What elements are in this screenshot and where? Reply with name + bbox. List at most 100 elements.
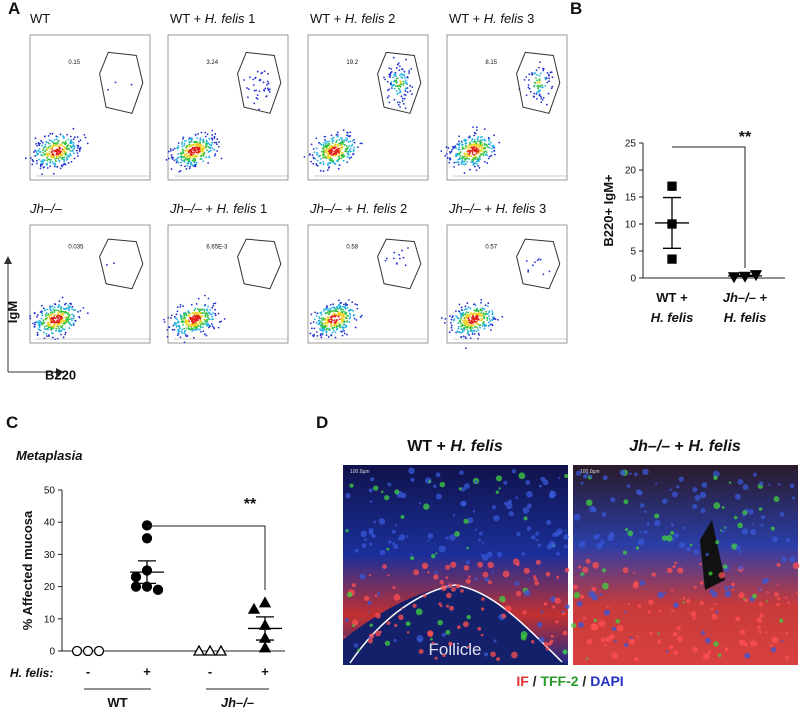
- cell-dot: [77, 140, 80, 143]
- cell: [592, 561, 600, 569]
- cell-dot: [195, 149, 198, 151]
- cell: [367, 638, 374, 644]
- cell-dot: [356, 303, 359, 306]
- cell-dot: [320, 313, 323, 316]
- cell: [523, 589, 531, 597]
- data-point: [93, 645, 105, 657]
- cell-dot: [72, 317, 75, 320]
- cell-dot: [478, 167, 481, 169]
- cell-dot: [178, 321, 180, 323]
- cell: [705, 552, 709, 557]
- cell-dot: [197, 308, 200, 311]
- cell-dot: [330, 137, 333, 140]
- cell-dot: [326, 163, 329, 165]
- cell-dot: [325, 156, 327, 159]
- cell-dot: [342, 328, 344, 331]
- cell-dot: [550, 71, 553, 74]
- cell-dot: [527, 86, 530, 89]
- cell-dot: [179, 303, 182, 306]
- cell-dot: [472, 164, 475, 167]
- cell-dot: [181, 160, 184, 162]
- cell-dot: [462, 314, 465, 317]
- group-label: Jh–/–: [221, 695, 254, 710]
- cell-dot: [448, 331, 451, 334]
- cell-dot: [84, 136, 87, 139]
- cell-dot: [203, 333, 206, 336]
- cell-dot: [474, 144, 476, 147]
- cell-dot: [186, 324, 189, 326]
- cell-dot: [205, 145, 208, 148]
- cell: [359, 573, 366, 580]
- cell-dot: [533, 95, 536, 98]
- cell-dot: [346, 303, 349, 306]
- cell-dot: [204, 313, 207, 316]
- cell-dot: [181, 137, 184, 140]
- cell-dot: [33, 323, 36, 326]
- cell-dot: [52, 172, 55, 175]
- cell: [449, 534, 456, 541]
- cell-dot: [470, 312, 473, 315]
- cell-dot: [458, 135, 461, 138]
- cell-dot: [539, 258, 542, 261]
- cell-dot: [42, 151, 45, 154]
- cell-dot: [473, 332, 476, 335]
- cell-dot: [474, 162, 477, 165]
- cell-dot: [176, 146, 179, 149]
- cell-dot: [35, 320, 38, 323]
- cell-dot: [59, 306, 62, 309]
- cell-dot: [527, 84, 530, 87]
- cell-dot: [180, 155, 183, 158]
- cell: [772, 536, 778, 542]
- cell-dot: [383, 76, 385, 79]
- cell-dot: [398, 253, 401, 256]
- cell-dot: [392, 84, 394, 87]
- cell-dot: [331, 158, 334, 160]
- cell-dot: [207, 305, 210, 308]
- cell: [785, 655, 790, 660]
- cell-dot: [40, 139, 42, 142]
- cell-dot: [488, 155, 491, 158]
- cell-dot: [330, 152, 333, 155]
- cell-dot: [168, 326, 171, 328]
- cell: [382, 564, 387, 569]
- cell-dot: [188, 154, 190, 157]
- cell-dot: [71, 308, 73, 310]
- cell-dot: [546, 81, 549, 84]
- cell: [607, 534, 614, 542]
- cell-dot: [464, 318, 467, 321]
- cell-dot: [189, 165, 192, 168]
- cell: [628, 638, 635, 645]
- cell: [580, 481, 584, 485]
- cell-dot: [327, 320, 330, 322]
- cell-dot: [463, 153, 465, 156]
- stain-item: TFF-2: [540, 673, 578, 689]
- cell-dot: [444, 154, 447, 157]
- cell-dot: [68, 155, 71, 158]
- cell-dot: [477, 152, 480, 155]
- cell: [735, 545, 741, 551]
- cell: [452, 513, 456, 517]
- cell-dot: [34, 137, 37, 140]
- cell-dot: [57, 140, 60, 142]
- cell-dot: [457, 163, 460, 166]
- cell-dot: [337, 304, 340, 307]
- cell-dot: [493, 149, 496, 152]
- cell-dot: [346, 161, 349, 164]
- cell-dot: [341, 137, 343, 140]
- cell: [488, 580, 492, 585]
- cell-dot: [58, 146, 61, 149]
- cell-dot: [187, 151, 190, 154]
- cell-dot: [324, 149, 327, 152]
- cell-dot: [411, 93, 413, 96]
- cell-dot: [206, 314, 209, 317]
- cell: [610, 497, 616, 503]
- cell-dot: [483, 160, 486, 163]
- cell-cloud: [440, 61, 554, 174]
- cell-dot: [56, 149, 59, 151]
- cell: [418, 502, 421, 505]
- cell: [463, 565, 470, 571]
- cell-dot: [341, 308, 344, 311]
- cell: [773, 496, 780, 503]
- cell-dot: [356, 307, 359, 310]
- cell: [602, 475, 608, 481]
